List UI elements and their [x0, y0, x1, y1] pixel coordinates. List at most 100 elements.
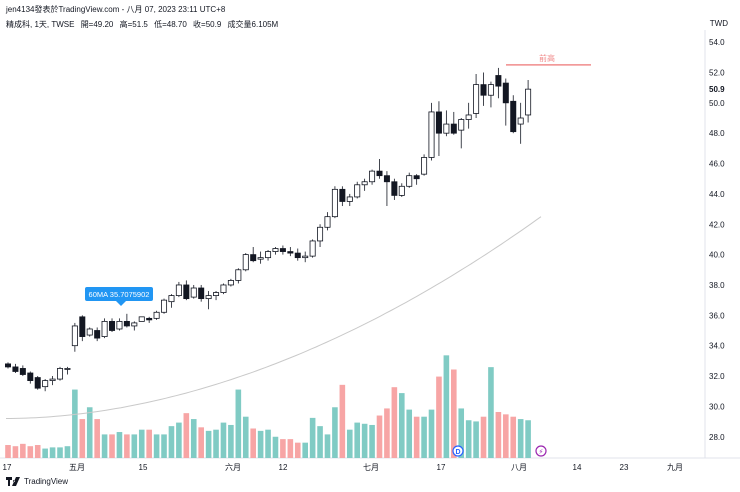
volume-bar: [272, 436, 279, 458]
volume-bar: [138, 429, 145, 458]
volume-bar: [5, 445, 11, 458]
candle-body: [317, 226, 324, 242]
candle-body: [324, 216, 331, 228]
candle-body: [413, 175, 420, 180]
volume-bar: [183, 413, 190, 458]
candle-body: [153, 311, 160, 319]
volume-bar: [473, 421, 479, 458]
y-tick-label: 28.0: [709, 433, 725, 442]
candle-body: [101, 320, 108, 337]
candle-body: [369, 170, 376, 183]
volume-bar: [265, 429, 271, 458]
candle-body: [146, 317, 153, 321]
volume-bar: [510, 416, 517, 458]
volume-bar: [413, 416, 420, 458]
volume-bar: [94, 419, 100, 458]
event-marker-icon[interactable]: [535, 445, 547, 457]
volume-bar: [428, 409, 435, 458]
candle-body: [198, 287, 205, 300]
candle-body: [190, 287, 197, 298]
candle-body: [302, 255, 309, 259]
volume-bar: [302, 442, 308, 458]
candle-body: [331, 188, 338, 218]
candle-body: [86, 328, 93, 336]
volume-bar: [376, 415, 383, 458]
candle-body: [480, 84, 487, 96]
symbol-name[interactable]: 精成科, 1天, TWSE: [6, 20, 75, 29]
volume-bar: [398, 393, 405, 458]
candle-body: [257, 257, 264, 260]
volume-bar: [354, 422, 361, 458]
candle-body: [265, 251, 272, 259]
candle-body: [175, 284, 182, 296]
ohlc-low: 低=48.70: [154, 20, 187, 29]
volume-bar: [101, 434, 108, 458]
candle-body: [161, 299, 168, 313]
candle-body: [473, 84, 480, 114]
candle-body: [49, 378, 56, 381]
publish-info: jen4134發表於TradingView.com - 八月 07, 2023 …: [6, 5, 226, 14]
tradingview-footer[interactable]: TradingView: [6, 477, 68, 486]
volume-bar: [317, 426, 323, 458]
candle-body: [391, 181, 398, 196]
volume-bar: [228, 424, 234, 458]
candle-body: [502, 82, 509, 104]
volume-bar: [242, 416, 249, 458]
candle-body: [213, 292, 220, 296]
candle-body: [361, 181, 368, 186]
candle-body: [131, 322, 138, 327]
x-tick-label: 12: [279, 463, 288, 472]
tradingview-logo-icon: [6, 477, 20, 486]
candle-body: [458, 119, 465, 131]
candle-body: [79, 316, 86, 337]
candle-body: [250, 254, 257, 262]
volume-bar: [153, 434, 160, 458]
candle-body: [279, 248, 286, 252]
candle-body: [64, 368, 71, 370]
volume-bar: [109, 434, 115, 458]
candle-body: [227, 280, 234, 286]
x-tick-label: 八月: [511, 463, 527, 472]
ma-callout-box: [85, 287, 153, 301]
volume-bar: [205, 430, 212, 458]
candle-body: [34, 377, 41, 389]
volume-bar: [42, 448, 48, 458]
volume-bar: [27, 446, 34, 458]
candle-body: [57, 368, 64, 380]
candle-body: [109, 320, 116, 331]
volume-bar: [176, 422, 182, 458]
candle-body: [12, 366, 19, 372]
candle-body: [168, 295, 175, 303]
dividend-marker-label: D: [455, 449, 460, 456]
candle-body: [517, 117, 524, 125]
y-tick-label: 54.0: [709, 38, 725, 47]
candle-body: [510, 100, 517, 133]
volume-bar: [294, 442, 301, 458]
volume-bar: [384, 408, 390, 458]
dividend-marker-icon[interactable]: [452, 445, 464, 457]
ma-callout-label: 60MA 35.7075902: [89, 290, 150, 299]
candle-body: [27, 372, 34, 381]
volume-bar: [451, 369, 457, 458]
x-tick-label: 17: [3, 463, 12, 472]
volume-bar: [131, 434, 138, 458]
candle-body: [487, 84, 494, 96]
volume-bar: [503, 414, 509, 458]
volume-bar: [34, 445, 41, 458]
x-tick-label: 七月: [363, 463, 379, 472]
candle-body: [123, 320, 130, 327]
x-tick-label: 九月: [667, 463, 683, 472]
volume-bar: [458, 408, 465, 458]
ohlc-high: 高=51.5: [119, 20, 148, 29]
candle-body: [116, 320, 123, 330]
volume-bar: [517, 419, 524, 458]
volume-bar: [198, 427, 204, 458]
volume-bar: [116, 432, 123, 458]
y-tick-label: 48.0: [709, 129, 725, 138]
candle-body: [376, 170, 383, 177]
candle-body: [235, 269, 242, 281]
candle-body: [406, 175, 413, 187]
volume-value: 成交量6.105M: [227, 20, 279, 29]
ma-callout-pointer: [116, 301, 126, 306]
